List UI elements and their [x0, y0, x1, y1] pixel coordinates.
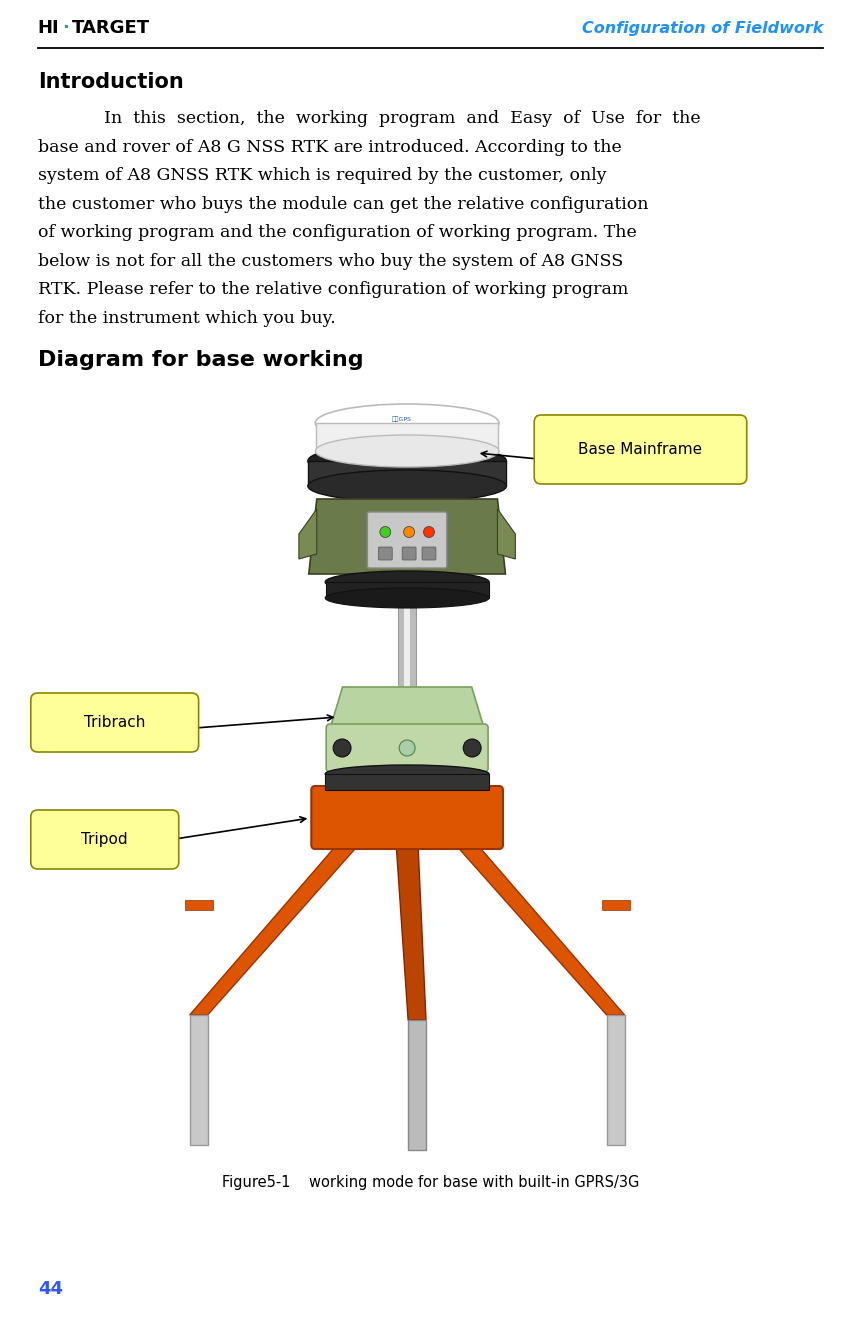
Text: Introduction: Introduction — [38, 72, 184, 92]
Bar — [602, 900, 629, 910]
Polygon shape — [456, 845, 624, 1015]
Ellipse shape — [325, 765, 489, 783]
Text: below is not for all the customers who buy the system of A8 GNSS: below is not for all the customers who b… — [38, 253, 623, 270]
FancyBboxPatch shape — [378, 547, 392, 560]
Polygon shape — [190, 845, 358, 1015]
Text: 华星GPS: 华星GPS — [392, 416, 412, 422]
Polygon shape — [607, 1015, 624, 1145]
Ellipse shape — [325, 571, 489, 593]
Text: TARGET: TARGET — [71, 19, 150, 37]
Bar — [185, 900, 212, 910]
Polygon shape — [396, 845, 426, 1020]
Bar — [404, 602, 410, 688]
Text: RTK. Please refer to the relative configuration of working program: RTK. Please refer to the relative config… — [38, 281, 628, 298]
Polygon shape — [330, 688, 484, 728]
Polygon shape — [299, 509, 316, 559]
Text: ·: · — [62, 19, 69, 37]
Text: base and rover of A8 G NSS RTK are introduced. According to the: base and rover of A8 G NSS RTK are intro… — [38, 138, 622, 156]
Circle shape — [404, 527, 414, 537]
Ellipse shape — [308, 443, 506, 479]
Circle shape — [423, 527, 434, 537]
Text: Base Mainframe: Base Mainframe — [578, 442, 702, 458]
FancyBboxPatch shape — [31, 810, 179, 868]
Text: Diagram for base working: Diagram for base working — [38, 350, 363, 370]
FancyBboxPatch shape — [326, 724, 488, 771]
Text: Figure5-1    working mode for base with built-in GPRS/3G: Figure5-1 working mode for base with bui… — [222, 1174, 639, 1190]
Polygon shape — [316, 423, 499, 451]
Text: HI: HI — [38, 19, 59, 37]
Polygon shape — [309, 499, 505, 575]
Text: 44: 44 — [38, 1279, 62, 1298]
FancyBboxPatch shape — [534, 415, 746, 484]
Polygon shape — [408, 1020, 426, 1150]
Text: Configuration of Fieldwork: Configuration of Fieldwork — [582, 20, 823, 36]
Circle shape — [463, 739, 481, 757]
Circle shape — [333, 739, 351, 757]
Circle shape — [380, 527, 391, 537]
FancyBboxPatch shape — [368, 512, 447, 568]
FancyBboxPatch shape — [422, 547, 436, 560]
Polygon shape — [308, 462, 506, 485]
Text: the customer who buys the module can get the relative configuration: the customer who buys the module can get… — [38, 196, 649, 213]
Text: In  this  section,  the  working  program  and  Easy  of  Use  for  the: In this section, the working program and… — [104, 110, 701, 126]
Ellipse shape — [316, 404, 499, 442]
Polygon shape — [326, 583, 488, 598]
FancyBboxPatch shape — [311, 786, 503, 849]
Circle shape — [399, 739, 415, 755]
Polygon shape — [190, 1015, 207, 1145]
Text: of working program and the configuration of working program. The: of working program and the configuration… — [38, 223, 636, 241]
Text: Tripod: Tripod — [81, 833, 128, 847]
Text: system of A8 GNSS RTK which is required by the customer, only: system of A8 GNSS RTK which is required … — [38, 168, 606, 184]
Text: for the instrument which you buy.: for the instrument which you buy. — [38, 310, 336, 326]
Ellipse shape — [325, 588, 489, 608]
Ellipse shape — [316, 435, 499, 467]
Polygon shape — [325, 774, 489, 790]
Polygon shape — [398, 602, 416, 688]
Text: Tribrach: Tribrach — [84, 716, 146, 730]
FancyBboxPatch shape — [31, 693, 199, 751]
Ellipse shape — [308, 469, 506, 501]
Polygon shape — [498, 509, 515, 559]
FancyBboxPatch shape — [402, 547, 416, 560]
